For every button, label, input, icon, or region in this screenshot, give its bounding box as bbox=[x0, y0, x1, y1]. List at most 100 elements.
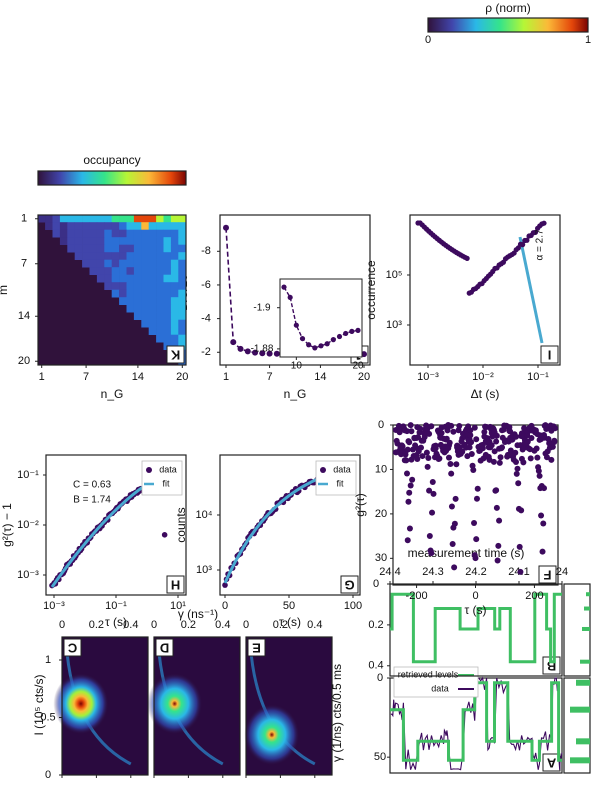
panel-f-point bbox=[429, 509, 436, 516]
panel-f-point bbox=[451, 520, 458, 527]
panel-k-cell bbox=[133, 222, 142, 230]
panel-f-point bbox=[428, 423, 435, 430]
panel-letter-h: H bbox=[171, 578, 180, 593]
panel-k-cell bbox=[178, 244, 186, 253]
panel-k-cell bbox=[126, 222, 135, 230]
panel-j-frame bbox=[219, 214, 371, 366]
panel-k-cell bbox=[141, 282, 149, 290]
panel-c-xtick-label: 0.4 bbox=[123, 619, 138, 631]
panel-k-cell bbox=[156, 267, 164, 275]
panel-k-cell bbox=[141, 222, 149, 230]
panel-f-point bbox=[466, 444, 473, 451]
panel-k-cell bbox=[126, 304, 135, 313]
panel-k-cell bbox=[89, 229, 98, 238]
panel-k-cell bbox=[126, 244, 135, 253]
panel-k-cell bbox=[104, 214, 112, 223]
panel-h-xlabel: τ (s) bbox=[105, 615, 127, 629]
panel-k-cell bbox=[178, 214, 186, 223]
panel-d-frame bbox=[153, 636, 241, 776]
panel-k-cell bbox=[104, 252, 112, 260]
panel-k-cell bbox=[163, 237, 172, 245]
panel-j-inset-xtick-label: 20 bbox=[352, 361, 364, 372]
panel-f-xtick-label: -200 bbox=[406, 590, 428, 602]
panel-k-cell bbox=[156, 319, 164, 328]
panel-f-point bbox=[403, 428, 410, 435]
panel-k-cell bbox=[178, 289, 186, 298]
panel-g-ytick-label: 10³ bbox=[196, 564, 212, 576]
panel-f-point bbox=[524, 438, 531, 445]
panel-j-inset-ytick-label: -1.9 bbox=[253, 302, 271, 313]
panel-k-cell bbox=[170, 327, 179, 335]
panel-f-ytick-label: 20 bbox=[375, 508, 387, 520]
panel-f-point bbox=[471, 424, 478, 431]
panel-k-cell bbox=[156, 214, 164, 223]
panel-k-cell bbox=[178, 237, 186, 245]
panel-k-colorbar-frame bbox=[37, 170, 187, 186]
panel-k-cell bbox=[170, 319, 179, 328]
panel-h-legend-data-swatch bbox=[146, 467, 152, 473]
panel-i-xlabel: Δt (s) bbox=[471, 387, 500, 401]
panel-letter-box bbox=[540, 345, 559, 364]
panel-k-cell bbox=[82, 214, 90, 223]
panel-e-colorbar-label: ρ (norm) bbox=[485, 1, 531, 15]
panel-j-inset-xtick-label: 10 bbox=[291, 361, 303, 372]
panel-k-cell bbox=[133, 214, 142, 223]
panel-k-cell bbox=[126, 267, 135, 275]
panel-j-point bbox=[252, 349, 259, 356]
panel-f-point bbox=[539, 548, 546, 555]
panel-k-cell bbox=[133, 252, 142, 260]
panel-k-cell bbox=[163, 304, 172, 313]
panel-k-cell bbox=[89, 259, 98, 268]
panel-k-cell bbox=[178, 267, 186, 275]
panel-k-cell bbox=[111, 267, 120, 275]
panel-k-cell bbox=[170, 289, 179, 298]
panel-c-ytick-label: 0.5 bbox=[40, 711, 55, 723]
panel-k-cell bbox=[141, 237, 149, 245]
panel-a-retrieved-levels bbox=[390, 681, 562, 762]
panel-k-cell bbox=[96, 244, 105, 253]
panel-k-cell bbox=[170, 267, 179, 275]
panel-i-point bbox=[534, 225, 541, 231]
panel-letter-k: K bbox=[170, 348, 180, 363]
panel-c-xtick-label: 0 bbox=[59, 619, 65, 631]
panel-k-cell bbox=[148, 237, 157, 245]
panel-k-ytick-label: 20 bbox=[18, 355, 30, 367]
panel-k-cell bbox=[148, 274, 157, 283]
panel-k-cell bbox=[89, 252, 98, 260]
panel-k-xtick-label: 20 bbox=[176, 371, 188, 383]
panel-k-cell bbox=[148, 282, 157, 290]
panel-f-point bbox=[527, 455, 534, 462]
panel-letter-box bbox=[247, 638, 266, 657]
panel-f-point bbox=[533, 445, 540, 452]
panel-k-cell bbox=[126, 297, 135, 305]
panel-f-point bbox=[468, 451, 475, 458]
panel-k-cell bbox=[156, 237, 164, 245]
panel-a-histogram-bar bbox=[570, 757, 590, 764]
panel-g-frame bbox=[219, 454, 361, 596]
panel-k-ytick-label: 7 bbox=[21, 258, 27, 270]
panel-f-point bbox=[549, 443, 556, 450]
panel-k-cell bbox=[59, 229, 68, 238]
panel-g-legend-fit: fit bbox=[336, 478, 344, 488]
panel-f-point bbox=[450, 428, 457, 435]
panel-f-ytick-label: 30 bbox=[375, 552, 387, 564]
panel-j-inset-ytick-label: -1.88 bbox=[251, 344, 274, 355]
panel-k-cell bbox=[104, 274, 112, 283]
panel-k-cell bbox=[156, 289, 164, 298]
panel-f-point bbox=[497, 454, 504, 461]
panel-k-cell bbox=[148, 259, 157, 268]
panel-k-cell bbox=[96, 214, 105, 223]
panel-k-xlabel: n_G bbox=[101, 387, 124, 401]
panel-k-cell bbox=[74, 222, 83, 230]
panel-j-point bbox=[259, 350, 266, 357]
panel-i-fit-line bbox=[518, 236, 544, 344]
panel-j-inset-point bbox=[330, 337, 336, 343]
panel-j-xlabel: n_G bbox=[284, 387, 307, 401]
panel-f-point bbox=[496, 459, 503, 466]
panel-f-point bbox=[517, 568, 524, 575]
panel-d-xtick-label: 0.2 bbox=[181, 619, 196, 631]
panel-g-legend-data-swatch bbox=[320, 467, 326, 473]
panel-k-cell bbox=[104, 259, 112, 268]
panel-k-cell bbox=[141, 229, 149, 238]
panel-k-cell bbox=[148, 267, 157, 275]
